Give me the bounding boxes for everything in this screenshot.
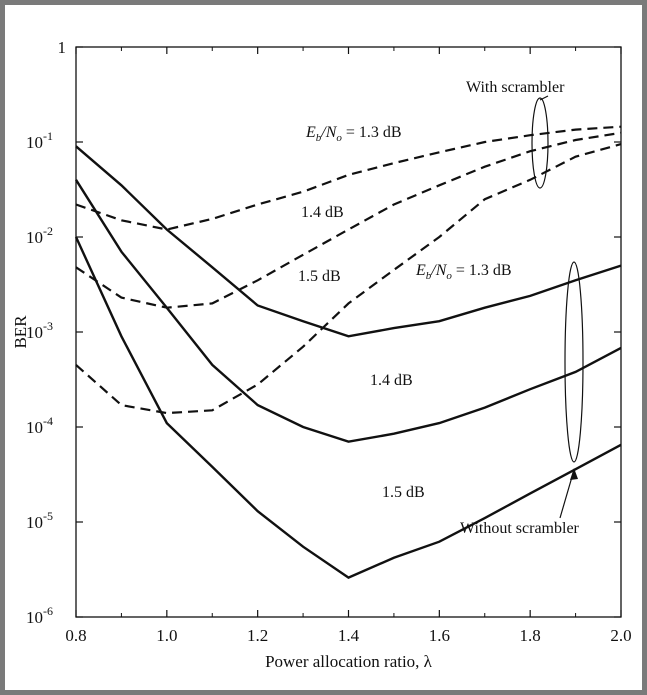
ebno-sub-b-2: b — [426, 270, 432, 282]
x-tick-label: 1.6 — [429, 626, 450, 645]
x-tick-label: 1.8 — [520, 626, 541, 645]
with-scrambler-pointer — [539, 95, 549, 101]
x-tick-label: 2.0 — [610, 626, 631, 645]
ebno-label-without: Eb/No = 1.3 dB — [415, 262, 512, 282]
x-tick-label: 0.8 — [65, 626, 86, 645]
plot-area — [74, 125, 622, 579]
x-tick-label: 1.4 — [338, 626, 360, 645]
with-scrambler-ellipse — [531, 97, 549, 189]
ebno-label-with: Eb/No = 1.3 dB — [305, 124, 402, 144]
y-tick-label: 10-1 — [26, 129, 53, 152]
y-axis-label: BER — [11, 315, 30, 349]
y-tick-label: 10-3 — [26, 319, 53, 342]
with-15-label: 1.5 dB — [298, 268, 341, 285]
series-line-without-1-5 — [74, 236, 622, 579]
y-tick-label: 1 — [58, 38, 67, 57]
without-scrambler-label: Without scrambler — [460, 520, 580, 537]
y-tick-label: 10-6 — [26, 604, 53, 627]
ebno-sub-b: b — [316, 132, 322, 144]
series-line-with-1-5 — [75, 143, 622, 415]
without-scrambler-ellipse — [564, 261, 584, 463]
ebno-sub-o: o — [336, 132, 342, 144]
axes: 0.8 1.0 1.2 1.4 1.6 1.8 2.0 10-6 10-5 10-4 10-3 10-… — [11, 38, 632, 671]
ebno-n-2: /N — [430, 262, 447, 279]
y-tick-label: 10-4 — [26, 414, 53, 437]
without-15-label: 1.5 dB — [382, 484, 425, 501]
series-line-without-1-4 — [74, 179, 622, 443]
x-tick-label: 1.0 — [156, 626, 177, 645]
ebno-n: /N — [320, 124, 337, 141]
ebno-sub-o-2: o — [446, 270, 452, 282]
y-tick-label: 10-5 — [26, 509, 53, 532]
with-scrambler-label: With scrambler — [466, 79, 565, 96]
without-14-label: 1.4 dB — [370, 372, 413, 389]
series-line-with-1-3 — [75, 125, 622, 231]
series-line-without-1-3 — [75, 145, 622, 338]
y-tick-label: 10-2 — [26, 224, 53, 247]
x-tick-label: 1.2 — [247, 626, 268, 645]
x-axis-label: Power allocation ratio, λ — [265, 652, 433, 671]
ebno-e-2: E — [415, 262, 426, 279]
ebno-eq-without: = 1.3 dB — [452, 262, 512, 279]
ebno-e: E — [305, 124, 316, 141]
with-14-label: 1.4 dB — [301, 204, 344, 221]
ebno-eq-with: = 1.3 dB — [342, 124, 402, 141]
annotations: With scrambler Eb/No = 1.3 dB 1.4 dB 1.5… — [298, 79, 584, 537]
arrow-head — [570, 468, 578, 480]
